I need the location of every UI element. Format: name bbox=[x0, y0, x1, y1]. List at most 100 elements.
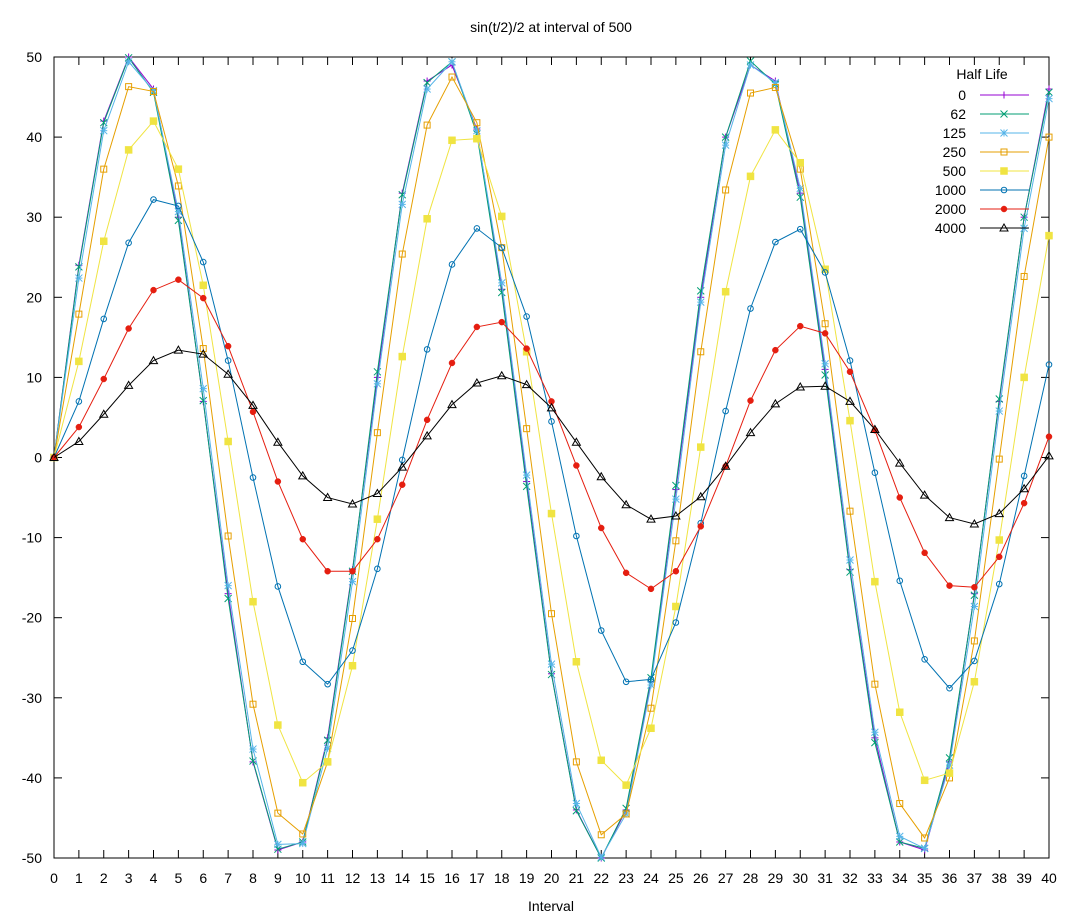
legend-marker bbox=[1000, 129, 1008, 137]
data-point bbox=[324, 567, 331, 575]
data-point bbox=[919, 490, 930, 499]
data-point bbox=[224, 437, 232, 446]
data-point bbox=[821, 269, 829, 276]
data-point bbox=[672, 602, 680, 611]
data-point bbox=[571, 437, 582, 446]
data-point bbox=[498, 244, 506, 251]
data-point bbox=[671, 510, 681, 520]
x-tick-label: 3 bbox=[125, 870, 133, 886]
data-point bbox=[622, 810, 630, 818]
data-point bbox=[845, 396, 855, 405]
series-line bbox=[53, 199, 1050, 689]
data-point bbox=[795, 382, 806, 391]
legend-label: 125 bbox=[943, 125, 967, 141]
legend-label: 250 bbox=[943, 144, 967, 160]
x-tick-label: 17 bbox=[469, 870, 485, 886]
data-point bbox=[772, 346, 779, 354]
data-point bbox=[1045, 94, 1053, 103]
data-point bbox=[896, 577, 904, 585]
data-point bbox=[573, 462, 580, 469]
data-point bbox=[1044, 450, 1054, 460]
data-point bbox=[473, 119, 481, 127]
data-point bbox=[423, 346, 431, 353]
data-point bbox=[249, 700, 257, 708]
data-point bbox=[597, 853, 606, 862]
data-point bbox=[646, 514, 656, 523]
data-point bbox=[621, 499, 631, 509]
data-point bbox=[148, 355, 159, 365]
data-point bbox=[422, 430, 432, 440]
data-point bbox=[796, 193, 805, 202]
chart-title: sin(t/2)/2 at interval of 500 bbox=[470, 19, 632, 35]
x-tick-label: 11 bbox=[320, 870, 335, 886]
data-point bbox=[397, 462, 408, 471]
data-point bbox=[199, 258, 207, 266]
data-point bbox=[274, 478, 282, 485]
data-point bbox=[747, 305, 754, 312]
x-tick-label: 23 bbox=[618, 870, 634, 886]
data-point bbox=[473, 323, 481, 331]
y-tick-label: -30 bbox=[22, 690, 42, 706]
data-point bbox=[125, 239, 132, 247]
data-point bbox=[74, 436, 84, 445]
x-tick-label: 21 bbox=[569, 870, 585, 886]
data-point bbox=[1020, 472, 1028, 480]
y-tick-label: 50 bbox=[26, 49, 42, 65]
data-point bbox=[174, 182, 182, 190]
data-point bbox=[1045, 433, 1053, 440]
data-point bbox=[522, 482, 531, 491]
data-point bbox=[970, 678, 979, 686]
data-point bbox=[274, 721, 282, 729]
data-point bbox=[522, 471, 531, 479]
data-point bbox=[124, 57, 133, 66]
series-line bbox=[53, 349, 1050, 525]
x-tick-label: 22 bbox=[593, 870, 609, 886]
data-point bbox=[995, 536, 1003, 544]
data-point bbox=[921, 656, 928, 663]
data-point bbox=[199, 281, 207, 290]
data-point bbox=[498, 212, 506, 221]
data-point bbox=[721, 141, 730, 149]
data-point bbox=[971, 657, 978, 665]
data-point bbox=[771, 126, 780, 134]
x-axis-label: Interval bbox=[528, 898, 574, 914]
x-tick-label: 7 bbox=[224, 870, 232, 886]
data-point bbox=[75, 274, 83, 282]
x-tick-label: 29 bbox=[768, 870, 784, 886]
data-point bbox=[971, 584, 978, 591]
data-point bbox=[1045, 85, 1053, 93]
data-point bbox=[299, 658, 307, 666]
data-point bbox=[299, 830, 307, 838]
data-point bbox=[175, 202, 182, 210]
data-point bbox=[846, 556, 854, 564]
data-point bbox=[747, 89, 754, 97]
x-tick-label: 35 bbox=[917, 870, 933, 886]
data-point bbox=[672, 495, 680, 504]
data-point bbox=[473, 225, 481, 232]
data-point bbox=[895, 838, 904, 846]
data-point bbox=[697, 348, 705, 356]
x-tick-label: 12 bbox=[345, 870, 361, 886]
data-point bbox=[896, 708, 904, 716]
x-tick-label: 40 bbox=[1041, 870, 1057, 886]
data-point bbox=[473, 134, 481, 143]
legend-label: 500 bbox=[943, 163, 967, 179]
x-tick-label: 8 bbox=[249, 870, 257, 886]
data-point bbox=[921, 834, 929, 842]
data-point bbox=[622, 678, 630, 686]
data-point bbox=[697, 523, 704, 530]
data-point bbox=[1045, 88, 1053, 97]
data-point bbox=[349, 647, 356, 654]
data-point bbox=[770, 398, 781, 408]
data-point bbox=[846, 507, 854, 515]
data-point bbox=[548, 610, 555, 618]
data-point bbox=[920, 844, 929, 853]
data-point bbox=[573, 532, 580, 540]
x-tick-label: 15 bbox=[419, 870, 435, 886]
data-point bbox=[472, 377, 482, 387]
data-point bbox=[349, 615, 356, 623]
series-500 bbox=[50, 117, 1053, 789]
series-250 bbox=[50, 73, 1053, 842]
legend-label: 2000 bbox=[935, 201, 966, 217]
data-point bbox=[75, 310, 83, 318]
